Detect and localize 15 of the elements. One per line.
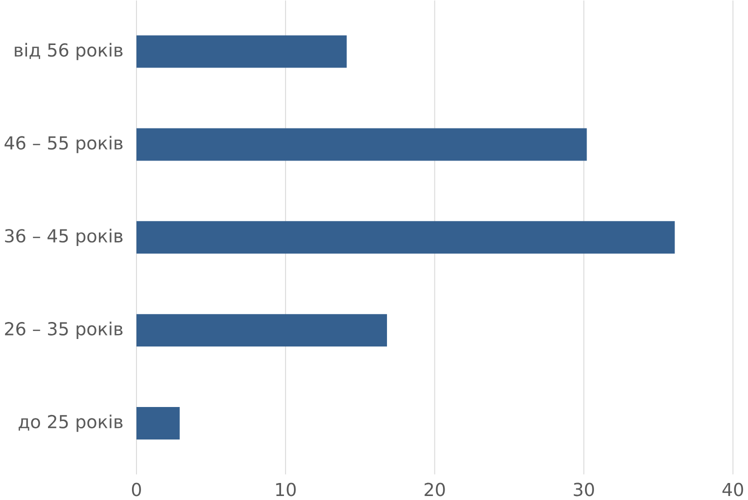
bar <box>136 35 347 68</box>
y-tick-label: до 25 років <box>18 414 123 432</box>
y-tick-label: від 56 років <box>14 42 122 60</box>
x-tick-label: 0 <box>132 482 141 496</box>
bar <box>136 221 675 254</box>
bar <box>136 314 387 347</box>
y-tick-label: 46 – 55 років <box>4 136 122 154</box>
bar <box>136 128 587 161</box>
x-tick-label: 10 <box>276 482 296 496</box>
x-tick-label: 40 <box>722 482 744 496</box>
x-tick-label: 20 <box>424 482 445 496</box>
x-tick-label: 30 <box>574 482 594 496</box>
y-tick-label: 26 – 35 років <box>5 322 122 339</box>
bar <box>136 407 180 440</box>
y-tick-label: 36 – 45 років <box>5 228 122 246</box>
